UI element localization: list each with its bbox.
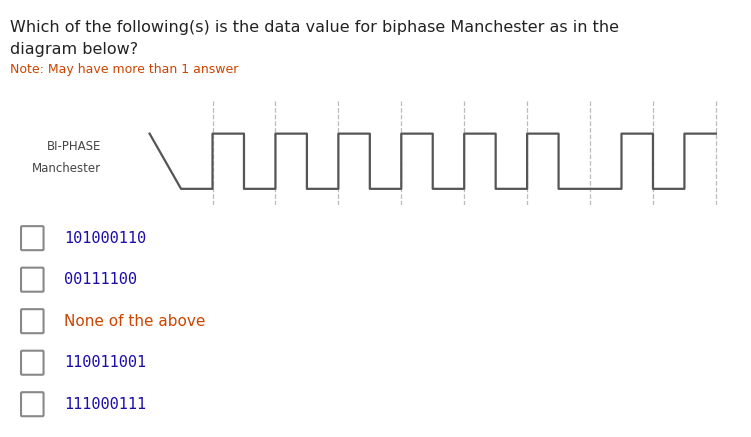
Text: diagram below?: diagram below? (10, 42, 138, 56)
FancyBboxPatch shape (21, 267, 44, 292)
FancyBboxPatch shape (21, 226, 44, 250)
Text: BI-PHASE: BI-PHASE (47, 140, 101, 153)
Text: None of the above: None of the above (64, 314, 205, 329)
Text: 00111100: 00111100 (64, 272, 137, 287)
Text: 111000111: 111000111 (64, 397, 146, 412)
FancyBboxPatch shape (21, 392, 44, 416)
Text: 110011001: 110011001 (64, 355, 146, 370)
Text: Which of the following(s) is the data value for biphase Manchester as in the: Which of the following(s) is the data va… (10, 20, 619, 35)
Text: Manchester: Manchester (32, 162, 101, 175)
Text: 101000110: 101000110 (64, 231, 146, 246)
FancyBboxPatch shape (21, 309, 44, 333)
FancyBboxPatch shape (21, 350, 44, 375)
Text: Note: May have more than 1 answer: Note: May have more than 1 answer (10, 63, 238, 76)
